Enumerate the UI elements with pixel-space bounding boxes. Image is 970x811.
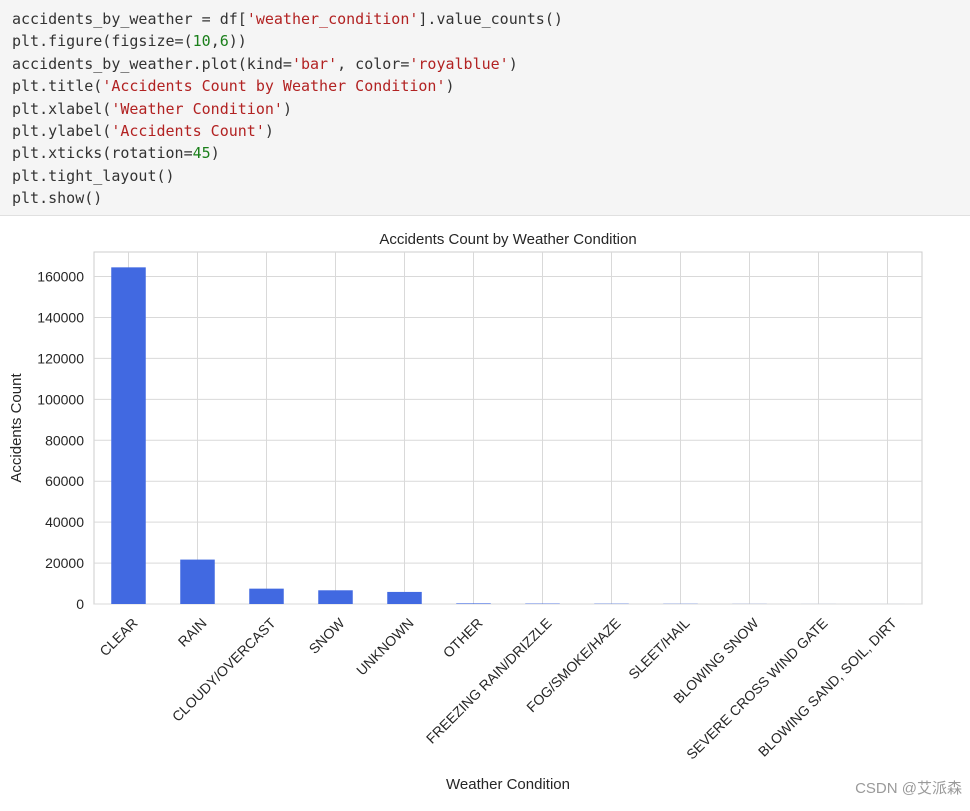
code-token: plt.xlabel( [12,100,111,118]
code-token: plt.xticks(rotation= [12,144,193,162]
code-token: 'Accidents Count' [111,122,265,140]
code-token: 'Accidents Count by Weather Condition' [102,77,445,95]
code-token: 'weather_condition' [247,10,419,28]
code-token: 6 [220,32,229,50]
code-token: ) [211,144,220,162]
y-tick-label: 120000 [37,350,84,366]
y-tick-label: 140000 [37,309,84,325]
watermark: CSDN @艾派森 [855,777,962,798]
y-axis-label: Accidents Count [8,373,25,483]
code-line: plt.show() [12,187,958,209]
code-line: plt.figure(figsize=(10,6)) [12,30,958,52]
bar-chart: 0 20000 40000 60000 80000 100000 120000 140000 1… [0,218,970,806]
code-token: accidents_by_weather = df[ [12,10,247,28]
x-tick-label: RAIN [175,615,210,650]
code-token: accidents_by_weather.plot(kind= [12,55,292,73]
code-line: plt.ylabel('Accidents Count') [12,120,958,142]
code-token: , color= [337,55,409,73]
x-tick-label: CLEAR [96,615,140,659]
code-token: ) [283,100,292,118]
y-tick-label: 0 [76,596,84,612]
code-token: ) [265,122,274,140]
y-tick-label: 80000 [45,432,84,448]
x-tick-label: OTHER [440,615,486,661]
code-token: , [211,32,220,50]
code-line: plt.xlabel('Weather Condition') [12,98,958,120]
code-line: accidents_by_weather = df['weather_condi… [12,8,958,30]
code-line: plt.tight_layout() [12,165,958,187]
code-line: plt.title('Accidents Count by Weather Co… [12,75,958,97]
code-line: plt.xticks(rotation=45) [12,142,958,164]
x-tick-label: UNKNOWN [353,615,417,679]
code-token: 10 [193,32,211,50]
bar [387,592,422,604]
x-tick-label: SEVERE CROSS WIND GATE [683,615,831,763]
bar [318,590,353,604]
chart-title: Accidents Count by Weather Condition [379,231,636,248]
code-token: plt.tight_layout() [12,167,175,185]
code-token: ) [445,77,454,95]
bar [180,560,215,604]
code-token: 45 [193,144,211,162]
code-token: ) [509,55,518,73]
y-tick-label: 100000 [37,391,84,407]
code-token: plt.figure(figsize=( [12,32,193,50]
x-tick-label: SLEET/HAIL [625,615,693,683]
code-token: 'Weather Condition' [111,100,283,118]
code-token: 'royalblue' [409,55,508,73]
y-tick-label: 40000 [45,514,84,530]
y-tick-label: 60000 [45,473,84,489]
code-line: accidents_by_weather.plot(kind='bar', co… [12,53,958,75]
plot-area [94,252,922,604]
bar [456,603,491,604]
code-token: plt.ylabel( [12,122,111,140]
code-block: accidents_by_weather = df['weather_condi… [0,0,970,218]
bar [249,589,284,604]
chart-output: 0 20000 40000 60000 80000 100000 120000 140000 1… [0,218,970,806]
code-token: plt.title( [12,77,102,95]
code-token: 'bar' [292,55,337,73]
y-tick-label: 160000 [37,269,84,285]
y-axis-ticks: 0 20000 40000 60000 80000 100000 120000 140000 1… [37,269,84,612]
code-token: plt.show() [12,189,102,207]
x-tick-label: FREEZING RAIN/DRIZZLE [423,615,555,747]
bar [111,267,146,604]
code-token: )) [229,32,247,50]
x-tick-label: BLOWING SAND, SOIL, DIRT [755,614,900,759]
code-token: ].value_counts() [418,10,563,28]
x-tick-label: SNOW [306,614,349,657]
y-tick-label: 20000 [45,555,84,571]
code-cell[interactable]: accidents_by_weather = df['weather_condi… [0,0,970,216]
x-axis-label: Weather Condition [446,776,570,793]
